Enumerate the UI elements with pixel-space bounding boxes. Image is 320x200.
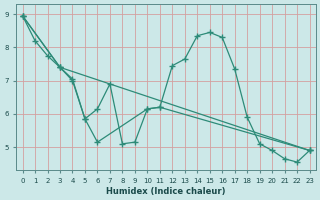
X-axis label: Humidex (Indice chaleur): Humidex (Indice chaleur) xyxy=(106,187,226,196)
